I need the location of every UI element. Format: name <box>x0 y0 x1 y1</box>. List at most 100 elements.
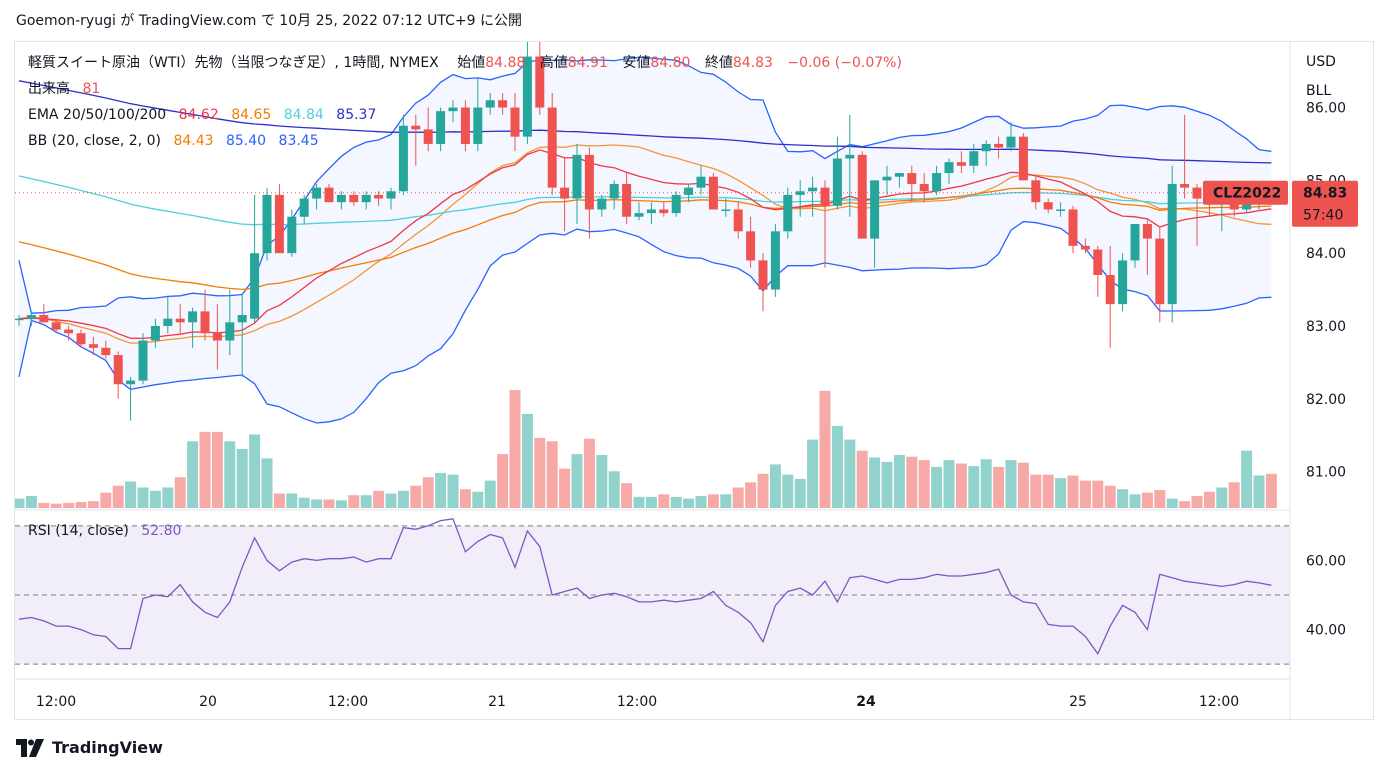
volume-bar <box>1141 492 1153 508</box>
candle-body <box>1180 183 1190 188</box>
volume-bar <box>211 431 223 508</box>
legend-ema50-value: 84.65 <box>231 107 272 123</box>
price-axis-currency: USD <box>1306 54 1336 70</box>
candle-body <box>746 231 756 261</box>
volume-bar <box>1079 480 1091 508</box>
candle-body <box>101 347 111 356</box>
time-axis-tick: 12:00 <box>328 694 368 710</box>
time-axis-tick: 12:00 <box>617 694 657 710</box>
candle-body <box>188 311 198 323</box>
legend-volume-value: 81 <box>82 81 101 97</box>
legend-bb-label: BB (20, close, 2, 0) <box>28 133 161 149</box>
legend-open-value: 84.88 <box>485 55 526 71</box>
candle-body <box>845 154 855 159</box>
candle-body <box>535 56 545 108</box>
candle-body <box>26 315 36 319</box>
volume-bar <box>112 485 124 508</box>
volume-bar <box>707 494 719 508</box>
volume-bar <box>732 487 744 508</box>
volume-bar <box>63 502 75 508</box>
volume-bar <box>918 460 930 508</box>
candle-body <box>262 194 272 254</box>
legend-rsi-row[interactable]: RSI (14, close) 52.80 <box>28 522 181 540</box>
volume-bar <box>980 459 992 508</box>
volume-bar <box>943 460 955 508</box>
rsi-line <box>18 518 1272 656</box>
candle-body <box>770 231 780 290</box>
candle-body <box>1118 260 1128 305</box>
volume-bar <box>831 425 843 508</box>
candle-body <box>956 162 966 166</box>
symbol-badge-bg <box>1203 180 1288 205</box>
time-axis-tick: 24 <box>856 694 876 710</box>
candle-body <box>287 216 297 254</box>
candle-body <box>584 154 594 210</box>
candle-body <box>299 198 309 217</box>
candle-body <box>634 213 644 217</box>
volume-bar <box>757 473 769 508</box>
candle-body <box>684 187 694 195</box>
bb-upper-line <box>18 56 1272 314</box>
volume-bar <box>199 431 211 508</box>
candle-body <box>225 322 235 341</box>
candle-body <box>76 333 86 345</box>
candle-body <box>1130 224 1140 261</box>
candle-body <box>1043 202 1053 210</box>
candle-body <box>126 380 136 385</box>
volume-bar <box>323 499 335 508</box>
volume-bar <box>1117 489 1129 508</box>
volume-bar <box>397 490 409 508</box>
candle-body <box>324 187 334 203</box>
volume-bar <box>1154 490 1166 508</box>
candle-body <box>696 176 706 188</box>
candle-body <box>1192 187 1202 199</box>
legend-volume-label: 出来高 <box>28 81 70 97</box>
candle-body <box>1068 209 1078 246</box>
legend-volume-row[interactable]: 出来高 81 <box>28 80 100 98</box>
volume-bar <box>348 495 360 508</box>
volume-bar <box>187 441 199 508</box>
candle-body <box>64 329 74 334</box>
bb-lower-line <box>18 220 1272 424</box>
candle-body <box>336 194 346 203</box>
volume-bar <box>794 478 806 508</box>
candle-body <box>15 318 24 321</box>
volume-bar <box>955 463 967 508</box>
candle-body <box>51 322 61 330</box>
candle-body <box>944 162 954 174</box>
candle-body <box>436 111 446 144</box>
legend-bb-row[interactable]: BB (20, close, 2, 0) 84.43 85.40 83.45 <box>28 132 319 150</box>
volume-bar <box>645 496 657 508</box>
volume-bar <box>993 466 1005 508</box>
price-axis-tick: 86.00 <box>1306 101 1346 117</box>
candle-body <box>374 194 384 199</box>
volume-bar <box>1179 501 1191 508</box>
volume-bar <box>1228 482 1240 508</box>
volume-bar <box>335 500 347 508</box>
legend-ema100-value: 84.84 <box>283 107 324 123</box>
candle-body <box>1167 183 1177 305</box>
volume-bar <box>658 494 670 508</box>
candle-body <box>646 209 656 214</box>
volume-bar <box>509 390 521 508</box>
candle-body <box>1031 180 1041 203</box>
legend-rsi-value: 52.80 <box>141 523 182 539</box>
volume-bar <box>50 503 62 508</box>
legend-rsi-label: RSI (14, close) <box>28 523 129 539</box>
footer-brand[interactable]: TradingView <box>16 738 163 757</box>
candle-body <box>200 311 210 334</box>
volume-bar <box>1241 450 1253 508</box>
legend-ema-row[interactable]: EMA 20/50/100/200 84.62 84.65 84.84 85.3… <box>28 106 376 124</box>
volume-bar <box>447 474 459 508</box>
candle-body <box>795 191 805 195</box>
volume-bar <box>1067 475 1079 508</box>
volume-bar <box>38 502 50 508</box>
volume-bar <box>125 481 137 508</box>
candle-body <box>411 125 421 130</box>
last-price-badge-bg <box>1292 180 1358 227</box>
candle-body <box>1056 209 1066 211</box>
candle-body <box>274 194 284 254</box>
candle-body <box>857 154 867 239</box>
volume-bar <box>261 458 273 508</box>
